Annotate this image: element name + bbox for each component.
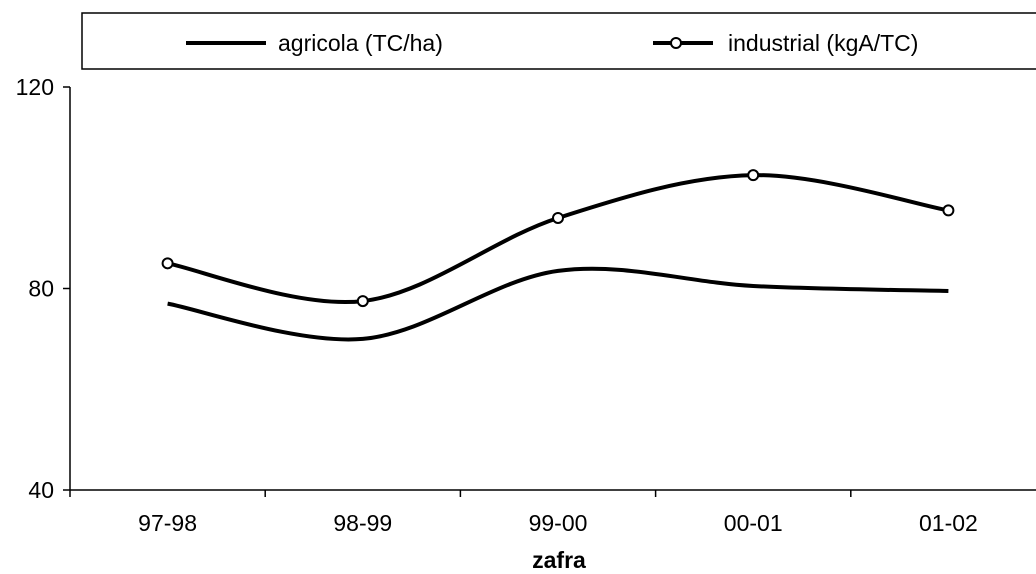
data-point-industrial (552, 211, 564, 224)
x-tick-label: 98-99 (333, 510, 392, 536)
x-tick-label: 01-02 (919, 510, 978, 536)
legend: agricola (TC/ha) industrial (kgA/TC) (81, 12, 1036, 70)
x-ticks: 97-98 98-99 99-00 00-01 01-02 (69, 490, 978, 536)
legend-entry-industrial: industrial (kgA/TC) (653, 30, 918, 56)
y-tick-label: 40 (28, 477, 54, 503)
y-tick-label: 120 (16, 74, 54, 100)
series-line-industrial (167, 173, 949, 305)
data-point-industrial (161, 257, 174, 270)
series-layer (161, 169, 955, 342)
legend-label-agricola: agricola (TC/ha) (278, 30, 443, 56)
y-axis: 40 80 120 (16, 74, 71, 503)
x-axis-title: zafra (532, 547, 586, 573)
y-tick-label: 80 (28, 276, 54, 302)
y-ticks: 40 80 120 (16, 74, 70, 503)
x-axis: 97-98 98-99 99-00 00-01 01-02 zafra (69, 489, 1036, 573)
series-line-agricola (167, 266, 949, 342)
x-tick-label: 00-01 (724, 510, 783, 536)
data-point-industrial (747, 169, 760, 182)
x-tick-label: 99-00 (529, 510, 588, 536)
x-tick-label: 97-98 (138, 510, 197, 536)
legend-entry-agricola: agricola (TC/ha) (186, 30, 443, 56)
data-point-industrial (942, 204, 955, 217)
legend-label-industrial: industrial (kgA/TC) (728, 30, 918, 56)
data-point-industrial (356, 295, 369, 308)
legend-marker-industrial (670, 37, 682, 49)
